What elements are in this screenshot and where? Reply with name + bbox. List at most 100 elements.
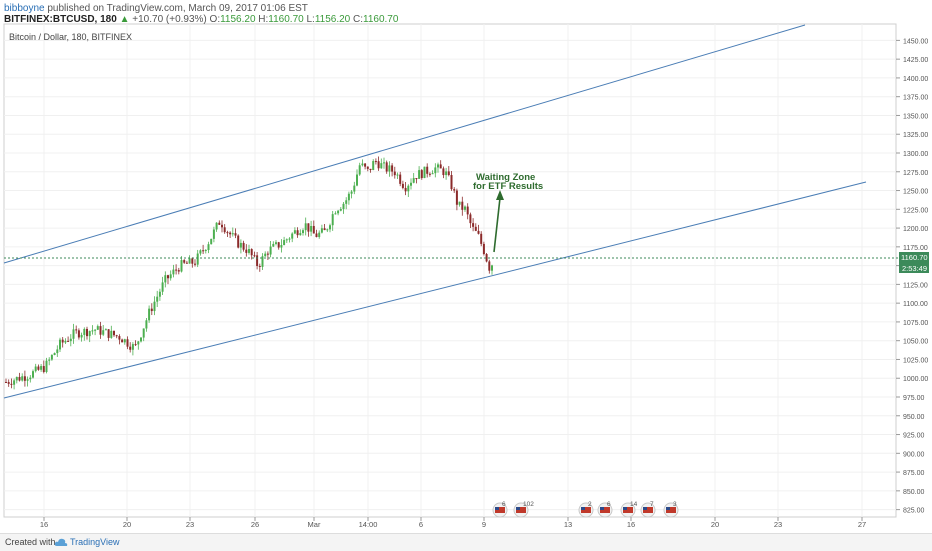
- candle-body: [145, 320, 148, 329]
- publish-text: published on TradingView.com, March 09, …: [47, 3, 308, 14]
- change-up-arrow-icon: ▲: [119, 14, 130, 25]
- candle-body: [261, 256, 264, 267]
- candle-body: [358, 165, 361, 175]
- candle-body: [396, 174, 399, 176]
- candle-body: [169, 274, 172, 279]
- candle-body: [175, 269, 178, 271]
- candle-body: [369, 168, 372, 171]
- candle-body: [307, 223, 310, 232]
- candle-body: [293, 230, 296, 234]
- candle-body: [393, 171, 396, 176]
- candle-body: [113, 330, 115, 336]
- candle-body: [428, 173, 431, 175]
- candle-body: [199, 250, 202, 254]
- grid-lines: [4, 24, 896, 517]
- candle-body: [296, 230, 299, 236]
- high-value: 1160.70: [268, 14, 304, 25]
- candle-body: [37, 366, 40, 370]
- y-tick-label: 1350.00: [903, 113, 928, 120]
- candle-body: [191, 258, 194, 264]
- candle-body: [302, 230, 304, 234]
- y-tick-label: 925.00: [903, 433, 925, 440]
- event-count-label: 6: [502, 501, 506, 508]
- economic-events: 6 102 2 6 14 7 3: [492, 501, 679, 518]
- candle-body: [221, 224, 223, 228]
- y-tick-label: 1050.00: [903, 339, 928, 346]
- y-tick-label: 1450.00: [903, 38, 928, 45]
- candle-body: [204, 250, 207, 252]
- us-flag-canton: [623, 507, 627, 510]
- author-link[interactable]: bibboyne: [4, 3, 45, 14]
- candle-body: [88, 331, 91, 337]
- candle-body: [283, 240, 286, 246]
- candle-body: [134, 344, 137, 346]
- candle-body: [334, 213, 337, 215]
- candle-body: [291, 233, 294, 239]
- y-tick-label: 1025.00: [903, 357, 928, 364]
- candle-body: [185, 262, 188, 264]
- candle-body: [401, 183, 404, 188]
- candle-body: [356, 174, 358, 186]
- candle-body: [320, 228, 323, 233]
- candle-body: [374, 161, 377, 163]
- candles: [5, 156, 493, 390]
- candle-body: [385, 162, 388, 172]
- price-chart[interactable]: Bitcoin / Dollar, 180, BITFINEX 825.00 85…: [0, 0, 932, 533]
- us-flag-icon: [581, 507, 591, 513]
- candle-body: [404, 187, 407, 192]
- y-axis: 825.00 850.00 875.00 900.00 925.00 950.00 975.…: [896, 38, 928, 515]
- us-flag-icon: [666, 507, 676, 513]
- open-label: O:: [209, 14, 221, 25]
- candle-body: [415, 178, 418, 180]
- candle-body: [156, 296, 159, 302]
- candle-body: [445, 171, 448, 176]
- x-tick-label: 14:00: [359, 520, 378, 529]
- candle-body: [15, 376, 18, 381]
- tradingview-brand-link[interactable]: TradingView: [70, 537, 120, 547]
- candle-body: [21, 376, 24, 381]
- candle-body: [383, 162, 385, 164]
- candle-body: [256, 255, 259, 266]
- candle-body: [194, 263, 196, 265]
- us-flag-canton: [643, 507, 647, 510]
- candle-body: [361, 163, 364, 166]
- candle-body: [315, 233, 318, 238]
- candle-body: [258, 265, 261, 267]
- annotation-line-1: Waiting Zone: [476, 172, 535, 183]
- candle-body: [339, 209, 342, 211]
- candle-body: [80, 334, 83, 338]
- candle-body: [455, 190, 458, 205]
- footer-bar: Created with TradingView: [0, 533, 932, 551]
- candle-body: [304, 223, 307, 231]
- x-tick-label: 13: [564, 520, 572, 529]
- candle-body: [107, 329, 110, 338]
- candle-body: [142, 328, 145, 338]
- us-flag-icon: [495, 507, 505, 513]
- candle-body: [75, 329, 78, 331]
- candle-body: [158, 291, 161, 297]
- candle-body: [353, 185, 356, 192]
- candle-body: [5, 381, 7, 383]
- candle-body: [118, 336, 121, 340]
- y-tick-label: 1325.00: [903, 132, 928, 139]
- candle-body: [250, 249, 253, 256]
- x-tick-label: 16: [627, 520, 635, 529]
- candle-body: [275, 242, 277, 244]
- candle-body: [453, 189, 456, 191]
- candle-body: [56, 349, 59, 354]
- candle-body: [237, 235, 240, 248]
- candle-body: [188, 258, 191, 264]
- candle-body: [245, 249, 248, 253]
- candle-body: [102, 330, 105, 335]
- close-label: C:: [353, 14, 364, 25]
- candle-body: [431, 173, 434, 175]
- chart-title: Bitcoin / Dollar, 180, BITFINEX: [9, 32, 132, 42]
- candle-body: [167, 275, 169, 279]
- candle-body: [364, 163, 367, 167]
- candle-body: [418, 170, 421, 179]
- y-tick-label: 1000.00: [903, 376, 928, 383]
- candle-body: [110, 330, 113, 338]
- candle-body: [269, 246, 272, 255]
- open-value: 1156.20: [220, 14, 256, 25]
- candle-body: [412, 178, 415, 183]
